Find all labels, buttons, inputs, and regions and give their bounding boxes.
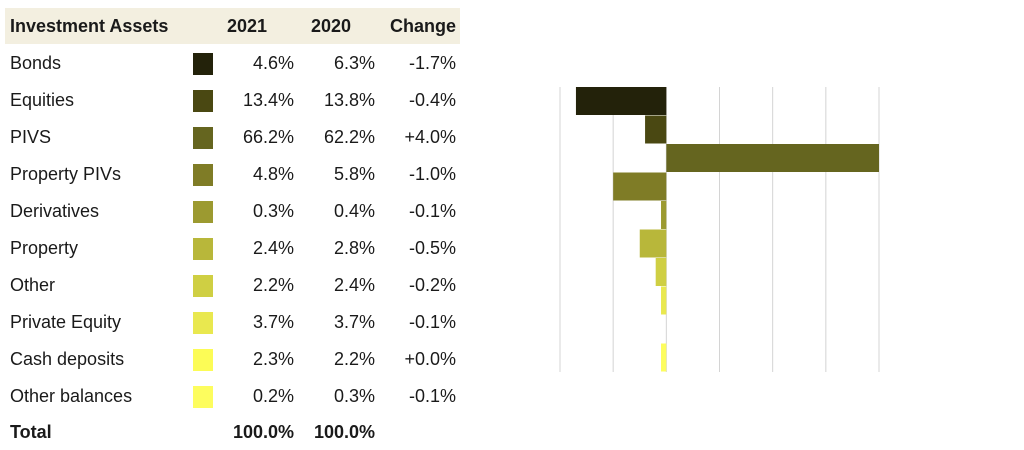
bar [645,115,667,144]
cell-change: -0.2% [409,275,456,295]
swatch [193,312,213,334]
total-cell: 100.0% [314,422,375,442]
swatch [193,275,213,297]
row-label: Other balances [10,386,132,406]
bar [639,229,667,258]
header-cell: 2021 [227,16,267,36]
cell-change: -0.4% [409,90,456,110]
swatch [193,238,213,260]
cell-2020: 2.4% [334,275,375,295]
bar [575,87,667,115]
cell-2020: 0.4% [334,201,375,221]
cell-change: -1.0% [409,164,456,184]
bar [661,343,667,372]
bar [613,172,667,201]
header-cell: Investment Assets [10,16,168,36]
swatch [193,349,213,371]
bar [661,286,667,315]
row-label: Other [10,275,55,295]
cell-change: -0.1% [409,312,456,332]
cell-2021: 2.4% [253,238,294,258]
swatch [193,164,213,186]
cell-2021: 4.8% [253,164,294,184]
row-label: PIVS [10,127,51,147]
row-label: Derivatives [10,201,99,221]
cell-2020: 2.2% [334,349,375,369]
cell-2020: 3.7% [334,312,375,332]
swatch [193,127,213,149]
cell-2020: 6.3% [334,53,375,73]
bar [666,144,879,172]
total-cell: Total [10,422,52,442]
cell-2021: 4.6% [253,53,294,73]
total-cell: 100.0% [233,422,294,442]
cell-2021: 13.4% [243,90,294,110]
cell-change: +4.0% [404,127,456,147]
cell-change: -0.5% [409,238,456,258]
cell-2020: 5.8% [334,164,375,184]
cell-2020: 2.8% [334,238,375,258]
row-label: Cash deposits [10,349,124,369]
cell-2020: 62.2% [324,127,375,147]
swatch [193,201,213,223]
cell-2021: 2.2% [253,275,294,295]
row-label: Bonds [10,53,61,73]
row-label: Equities [10,90,74,110]
header-cell: Change [390,16,456,36]
row-label: Private Equity [10,312,121,332]
cell-2020: 0.3% [334,386,375,406]
cell-change: -0.1% [409,386,456,406]
row-label: Property PIVs [10,164,121,184]
bar [655,258,667,286]
cell-change: -0.1% [409,201,456,221]
cell-2021: 66.2% [243,127,294,147]
cell-2021: 2.3% [253,349,294,369]
bar [661,201,667,229]
cell-change: -1.7% [409,53,456,73]
swatch [193,53,213,75]
header-bg [5,8,460,44]
swatch [193,386,213,408]
cell-change: +0.0% [404,349,456,369]
cell-2020: 13.8% [324,90,375,110]
row-label: Property [10,238,78,258]
cell-2021: 0.2% [253,386,294,406]
cell-2021: 3.7% [253,312,294,332]
cell-2021: 0.3% [253,201,294,221]
header-cell: 2020 [311,16,351,36]
swatch [193,90,213,112]
